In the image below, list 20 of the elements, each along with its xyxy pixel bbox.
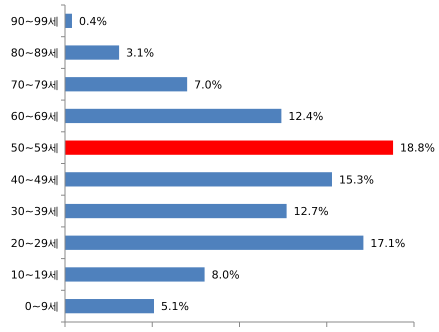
y-tick-label: 20~29세 — [10, 236, 59, 250]
data-label: 18.8% — [400, 142, 436, 155]
data-label: 0.4% — [78, 14, 107, 28]
y-tick-label: 30~39세 — [10, 205, 59, 218]
data-label: 17.1% — [370, 236, 406, 250]
data-label: 5.1% — [160, 300, 189, 314]
y-tick-label: 40~49세 — [10, 173, 59, 186]
data-label: 12.4% — [288, 110, 324, 123]
y-tick-label: 60~69세 — [10, 110, 59, 123]
y-tick-label: 10~19세 — [10, 268, 59, 282]
data-label: 12.7% — [294, 205, 329, 218]
y-tick-label: 50~59세 — [10, 142, 59, 155]
y-tick-label: 70~79세 — [10, 78, 59, 92]
data-label: 3.1% — [126, 46, 154, 60]
y-tick-label: 80~89세 — [10, 46, 59, 60]
y-tick-label: 0~9세 — [24, 300, 59, 314]
data-label: 15.3% — [338, 173, 374, 186]
data-label: 7.0% — [194, 78, 222, 92]
data-label: 8.0% — [212, 268, 240, 282]
y-tick-label: 90~99세 — [10, 14, 59, 28]
